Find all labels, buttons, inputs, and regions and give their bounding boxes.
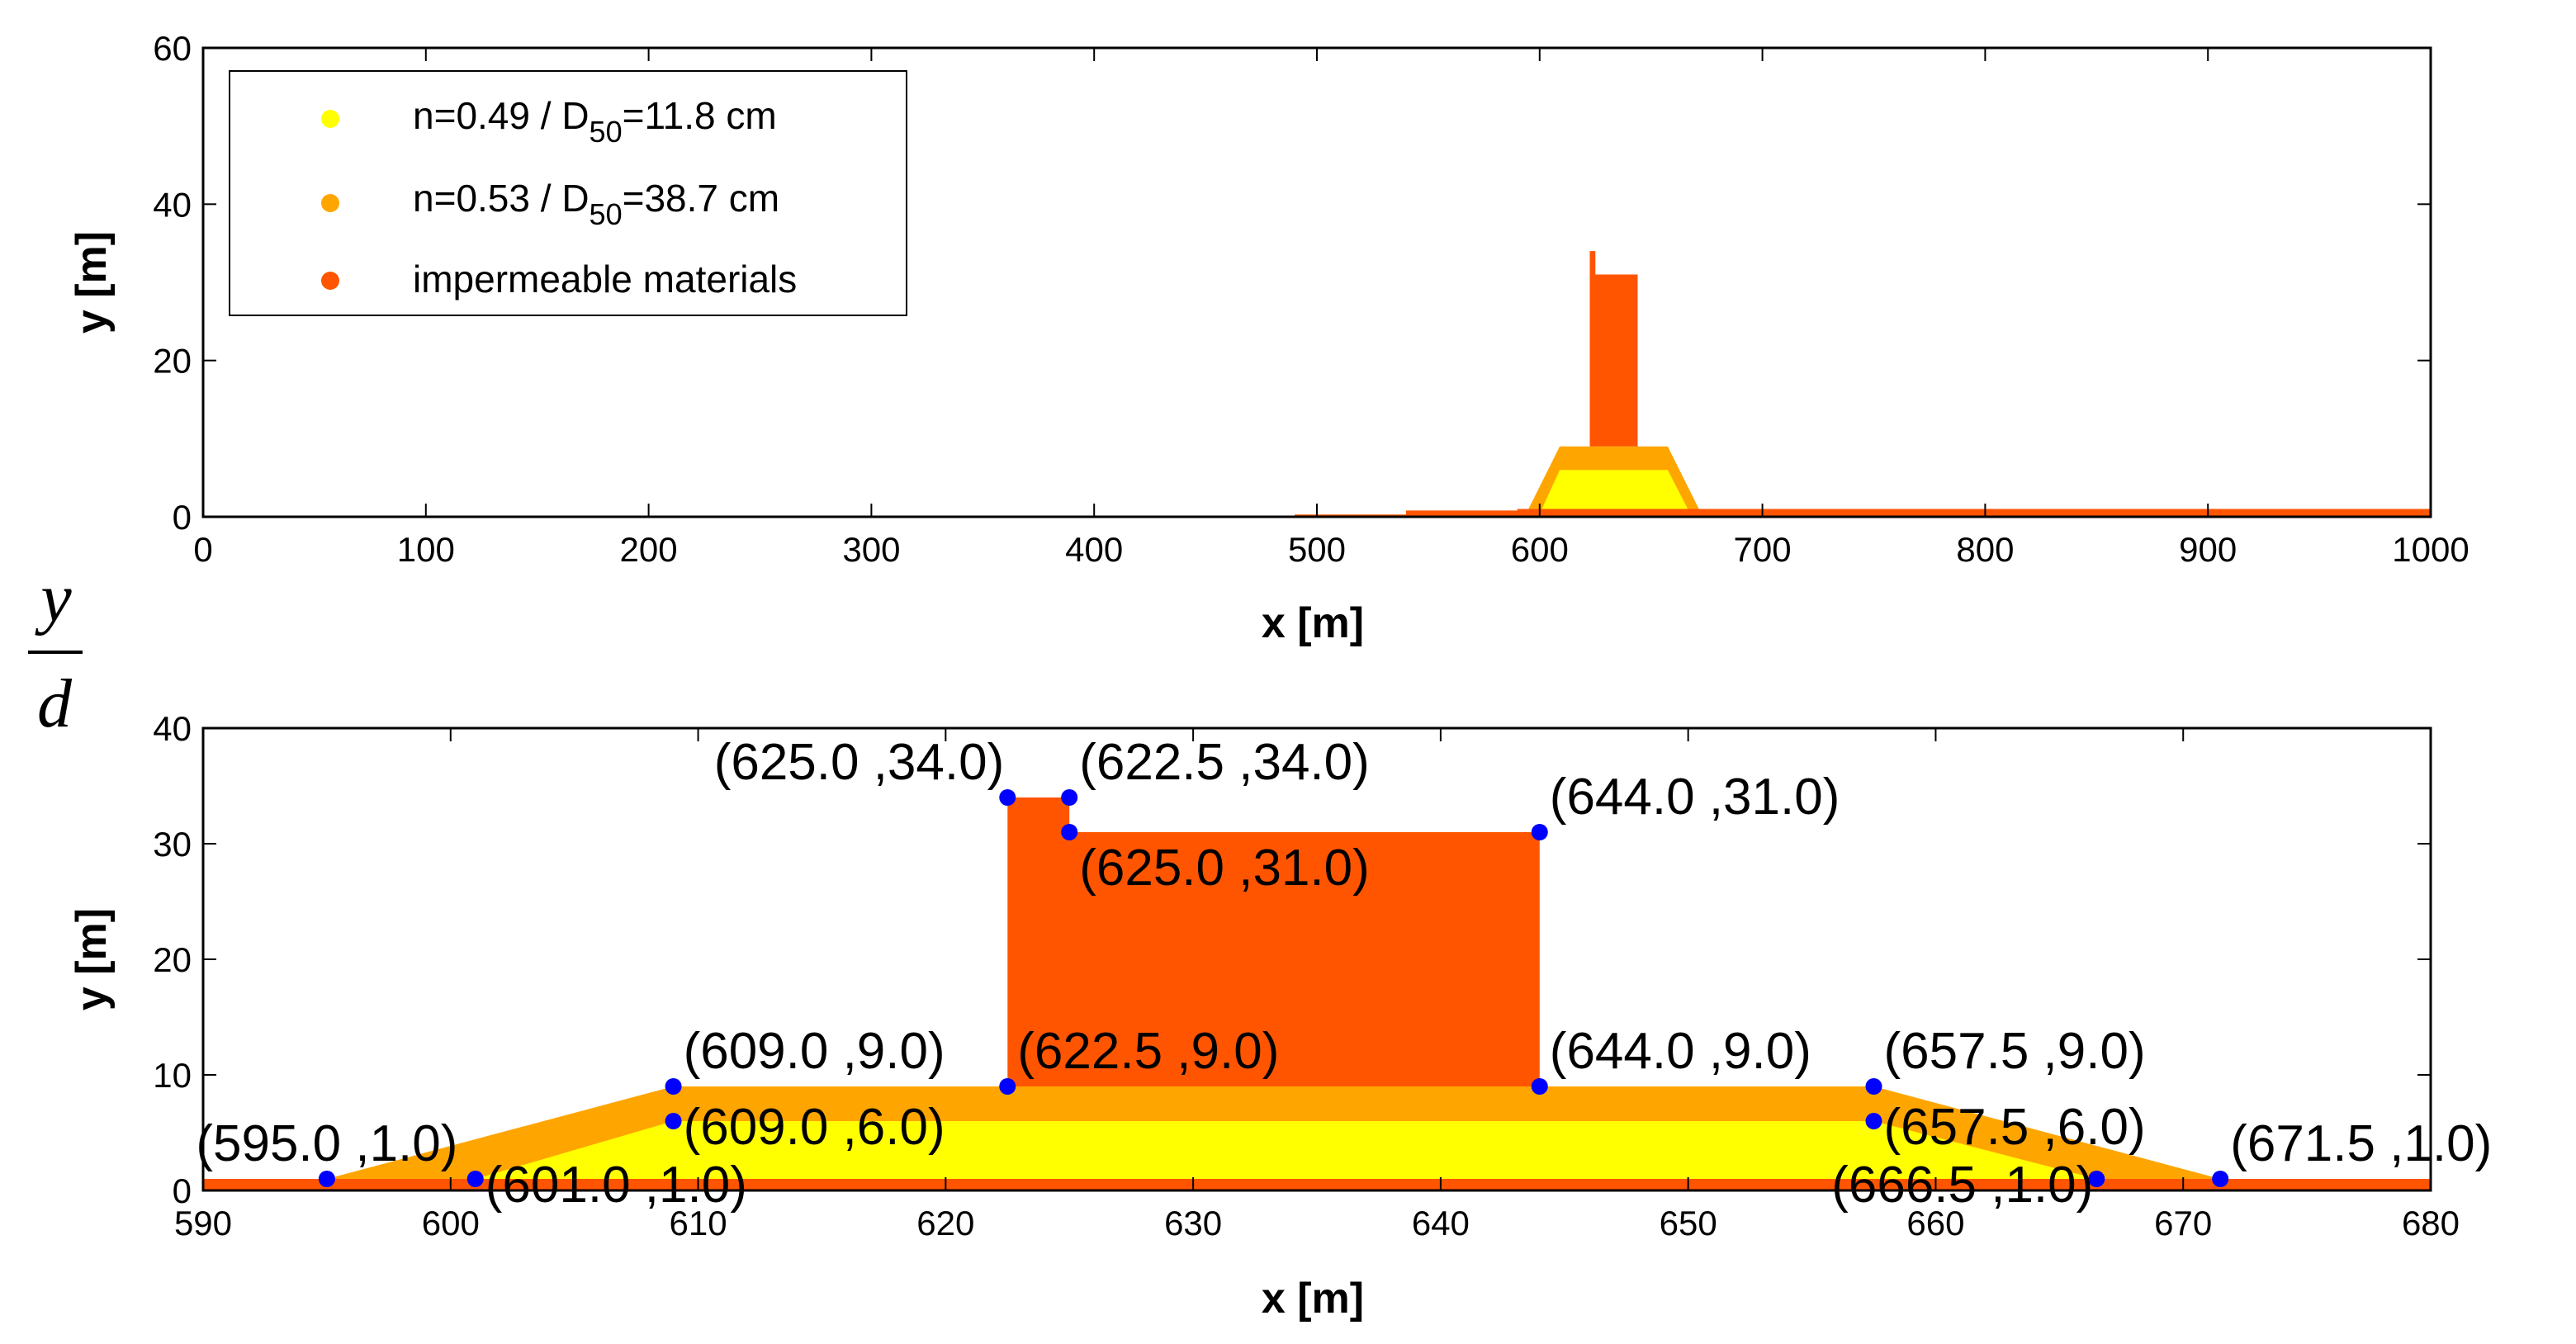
legend: n=0.49 / D50=11.8 cm n=0.53 / D50=38.7 c… [229,70,907,316]
detail-y-tick-label: 20 [153,940,192,979]
detail-chart: 590 600 610 620 630 640 650 660 670 680010203040 … [68,709,2492,1323]
ratio-denominator: d [37,665,73,742]
overview-y-axis-label: y [m] [68,231,116,334]
legend-marker-core [321,110,339,128]
overview-region-caisson [1589,251,1638,447]
detail-y-tick-label: 40 [153,709,192,748]
detail-x-tick-label: 680 [2402,1204,2460,1242]
detail-region-caisson [1007,797,1540,1086]
point-label: (595.0 ,1.0) [196,1115,457,1172]
legend-marker-filter [321,194,339,212]
overview-regions [1295,251,2431,517]
overview-y-tick-label: 0 [173,498,192,537]
point-label: (622.5 ,9.0) [1017,1023,1279,1080]
legend-label-filter: n=0.53 / D50=38.7 cm [413,177,779,231]
detail-y-tick-label: 0 [173,1171,192,1210]
point-label: (609.0 ,9.0) [684,1023,945,1080]
point-label: (625.0 ,34.0) [714,734,1005,791]
detail-points: (625.0 ,34.0) (622.5 ,34.0) (625.0 ,31.0) (… [196,734,2492,1214]
overview-x-tick-label: 200 [620,530,678,569]
legend-box [229,70,907,316]
point-marker [2212,1171,2229,1187]
overview-x-tick-label: 300 [842,530,900,569]
detail-regions [203,797,2431,1190]
point-marker [665,1078,682,1095]
point-label: (622.5 ,34.0) [1079,734,1370,791]
point-label: (601.0 ,1.0) [485,1157,747,1214]
detail-region-impermeable-seabed [203,1179,2431,1190]
detail-y-tick-label: 10 [153,1056,192,1095]
overview-y-tick-label: 40 [153,185,192,224]
legend-label-impermeable: impermeable materials [413,258,797,301]
legend-item-filter: n=0.53 / D50=38.7 cm [321,177,779,231]
point-marker [1865,1078,1882,1095]
point-label: (666.5 ,1.0) [1831,1157,2093,1214]
ratio-numerator: y [34,560,72,637]
overview-y-tick-label: 60 [153,29,192,68]
point-marker [1531,824,1548,840]
detail-x-axis-label: x [m] [1262,1275,1364,1323]
detail-x-tick-label: 620 [916,1204,974,1242]
overview-region-impermeable-seabed [1295,509,2431,517]
point-label: (657.5 ,9.0) [1884,1023,2146,1080]
detail-region-core [475,1121,2097,1179]
overview-chart: 0 100 200 300 400 500 600 700 800 900 10000204060 … [68,29,2469,647]
point-label: (657.5 ,6.0) [1884,1099,2146,1156]
detail-y-axis-label: y [m] [68,908,116,1010]
point-label: (625.0 ,31.0) [1079,840,1370,897]
overview-x-tick-label: 400 [1065,530,1123,569]
point-label: (609.0 ,6.0) [684,1099,945,1156]
overview-x-tick-label: 0 [193,530,212,569]
detail-x-tick-label: 590 [174,1204,232,1242]
detail-x-tick-label: 600 [422,1204,480,1242]
overview-x-tick-label: 500 [1288,530,1346,569]
point-marker [1061,824,1078,840]
point-marker [318,1171,335,1187]
legend-item-core: n=0.49 / D50=11.8 cm [321,94,777,149]
point-marker [1865,1113,1882,1129]
y-over-d-label: y d [28,560,83,742]
legend-marker-impermeable [321,272,339,290]
point-marker [466,1171,484,1187]
overview-x-tick-label: 900 [2179,530,2237,569]
overview-x-axis-label: x [m] [1262,599,1364,647]
detail-x-tick-label: 670 [2154,1204,2212,1242]
point-marker [1531,1078,1548,1095]
overview-x-tick-label: 600 [1511,530,1569,569]
legend-label-core: n=0.49 / D50=11.8 cm [413,94,777,149]
detail-x-tick-label: 650 [1660,1204,1717,1242]
detail-x-tick-label: 610 [670,1204,727,1242]
point-marker [999,1078,1016,1095]
point-label: (644.0 ,9.0) [1550,1023,1811,1080]
point-label: (671.5 ,1.0) [2230,1115,2492,1172]
overview-region-core [1541,470,1688,509]
point-marker [665,1113,682,1129]
overview-x-tick-label: 700 [1734,530,1792,569]
detail-ticks: 590 600 610 620 630 640 650 660 670 680 0 10 20 30 40 [153,709,2460,1242]
legend-item-impermeable: impermeable materials [321,258,797,301]
point-label: (644.0 ,31.0) [1550,769,1840,826]
overview-x-tick-label: 800 [1956,530,2014,569]
detail-x-tick-label: 660 [1906,1204,1964,1242]
detail-y-tick-label: 30 [153,825,192,864]
point-marker [999,789,1016,806]
overview-y-tick-label: 20 [153,342,192,381]
point-marker [2088,1171,2105,1187]
overview-ticks: 0 100 200 300 400 500 600 700 800 900 1000 0 20 40 60 [153,29,2469,569]
detail-x-tick-label: 640 [1412,1204,1470,1242]
detail-x-tick-label: 630 [1164,1204,1222,1242]
overview-x-tick-label: 1000 [2392,530,2469,569]
point-marker [1061,789,1078,806]
overview-x-tick-label: 100 [397,530,455,569]
